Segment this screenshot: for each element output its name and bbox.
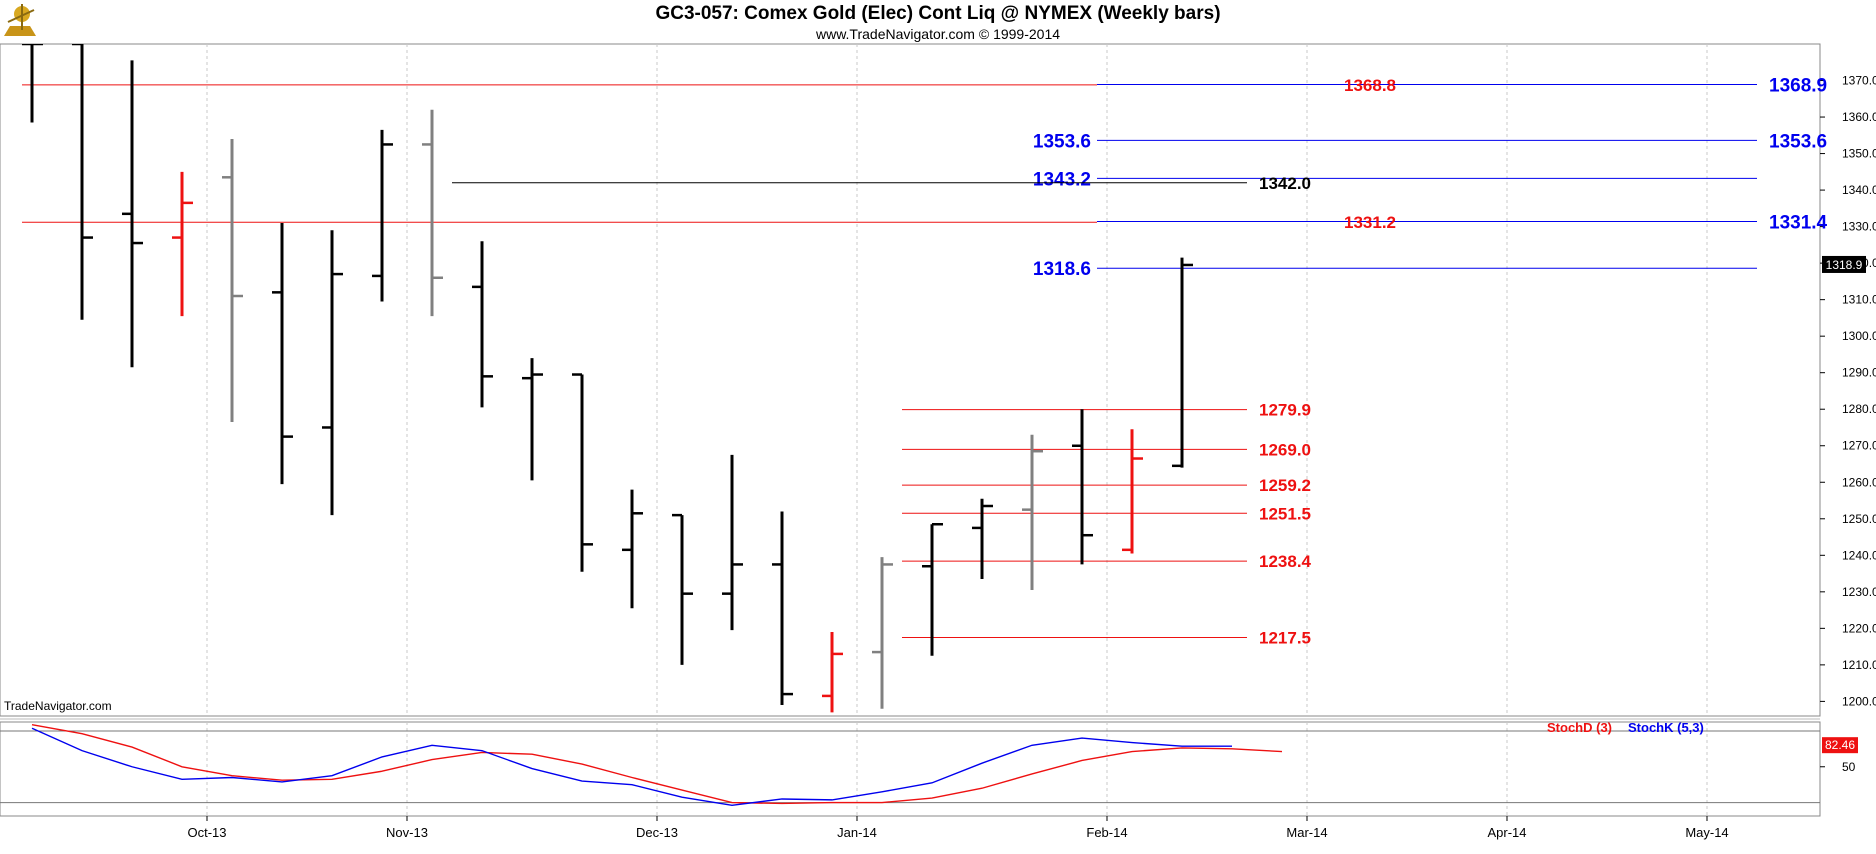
y-tick-label: 1310.0 bbox=[1842, 293, 1876, 307]
y-tick-label: 1290.0 bbox=[1842, 366, 1876, 380]
x-tick-label: Nov-13 bbox=[386, 825, 428, 840]
tradenavigator-logo-icon bbox=[0, 0, 40, 40]
x-tick-label: Apr-14 bbox=[1487, 825, 1526, 840]
y-tick-label: 1220.0 bbox=[1842, 621, 1876, 635]
y-tick-label: 1340.0 bbox=[1842, 183, 1876, 197]
y-tick-label: 1300.0 bbox=[1842, 329, 1876, 343]
y-tick-label: 1350.0 bbox=[1842, 147, 1876, 161]
level-label: 1251.5 bbox=[1259, 504, 1311, 523]
last-price-badge-text: 1318.9 bbox=[1826, 258, 1863, 272]
y-tick-label: 1230.0 bbox=[1842, 585, 1876, 599]
level-label: 1238.4 bbox=[1259, 552, 1312, 571]
legend-stochd: StochD (3) bbox=[1547, 720, 1612, 735]
chart-subtitle: www.TradeNavigator.com © 1999-2014 bbox=[815, 26, 1061, 42]
osc-series-line bbox=[31, 727, 1232, 806]
level-label: 1217.5 bbox=[1259, 628, 1311, 647]
level-label: 1353.6 bbox=[1769, 131, 1827, 152]
y-tick-label: 1250.0 bbox=[1842, 512, 1876, 526]
x-tick-label: Oct-13 bbox=[187, 825, 226, 840]
y-tick-label: 1210.0 bbox=[1842, 658, 1876, 672]
x-tick-label: May-14 bbox=[1685, 825, 1728, 840]
oscillator-panel-frame bbox=[0, 721, 1821, 817]
price-panel-frame bbox=[0, 43, 1821, 717]
y-tick-label: 1330.0 bbox=[1842, 220, 1876, 234]
watermark-text: TradeNavigator.com bbox=[4, 699, 112, 713]
level-label: 1269.0 bbox=[1259, 440, 1311, 459]
level-label: 1318.6 bbox=[1033, 259, 1091, 280]
y-tick-label: 1370.0 bbox=[1842, 74, 1876, 88]
x-tick-label: Jan-14 bbox=[837, 825, 877, 840]
y-tick-label: 1270.0 bbox=[1842, 439, 1876, 453]
level-label: 1368.8 bbox=[1344, 76, 1396, 95]
level-label: 1331.2 bbox=[1344, 213, 1396, 232]
y-tick-label: 1200.0 bbox=[1842, 694, 1876, 708]
osc-y-tick-label: 50 bbox=[1842, 760, 1856, 774]
y-tick-label: 1240.0 bbox=[1842, 548, 1876, 562]
osc-value-badge-text: 82.46 bbox=[1825, 738, 1855, 752]
level-label: 1353.6 bbox=[1033, 131, 1091, 152]
ohlc-bars bbox=[22, 44, 1193, 713]
level-label: 1343.2 bbox=[1033, 169, 1091, 190]
x-tick-label: Dec-13 bbox=[636, 825, 678, 840]
level-label: 1342.0 bbox=[1259, 174, 1311, 193]
osc-series-line bbox=[31, 723, 1283, 805]
y-tick-label: 1280.0 bbox=[1842, 402, 1876, 416]
y-tick-label: 1260.0 bbox=[1842, 475, 1876, 489]
level-label: 1279.9 bbox=[1259, 401, 1311, 420]
osc-value-badge bbox=[1822, 737, 1858, 754]
x-tick-label: Mar-14 bbox=[1286, 825, 1327, 840]
legend-stochk: StochK (5,3) bbox=[1628, 720, 1704, 735]
level-label: 1259.2 bbox=[1259, 476, 1311, 495]
level-label: 1331.4 bbox=[1769, 212, 1828, 233]
chart-title: GC3-057: Comex Gold (Elec) Cont Liq @ NY… bbox=[655, 3, 1221, 24]
x-tick-label: Feb-14 bbox=[1086, 825, 1127, 840]
y-tick-label: 1360.0 bbox=[1842, 110, 1876, 124]
level-label: 1368.9 bbox=[1769, 76, 1827, 97]
last-price-badge bbox=[1822, 255, 1866, 273]
